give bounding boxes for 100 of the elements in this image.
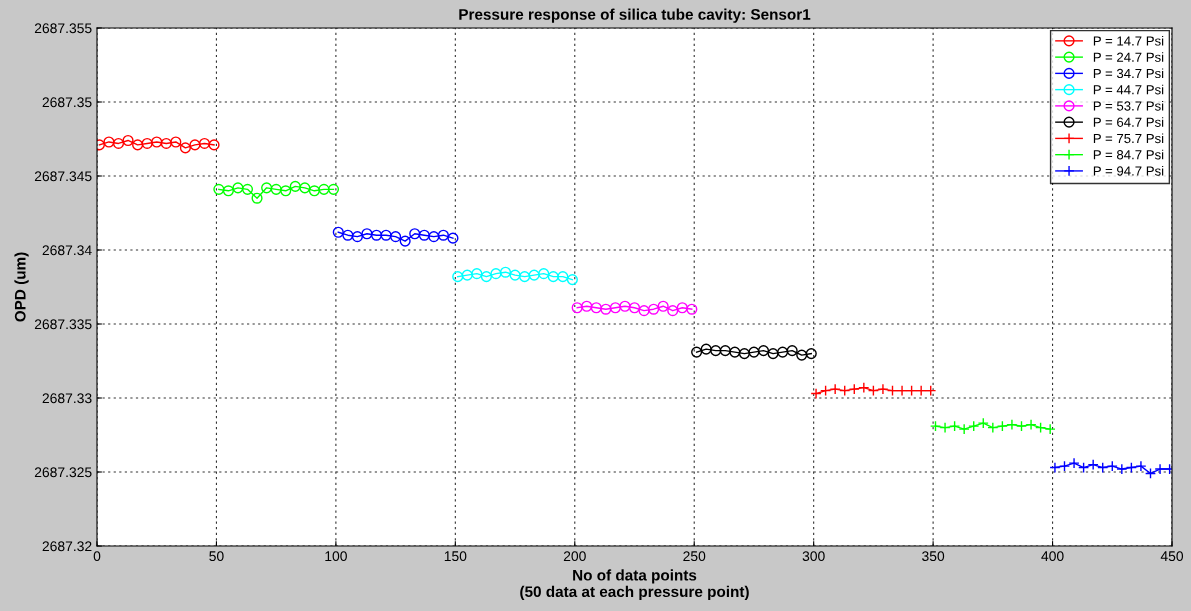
point bbox=[370, 229, 383, 241]
point bbox=[471, 268, 483, 280]
point bbox=[519, 271, 531, 283]
point bbox=[805, 348, 817, 360]
point bbox=[738, 348, 750, 360]
point bbox=[222, 185, 234, 197]
point bbox=[820, 385, 832, 397]
point bbox=[409, 228, 421, 240]
point bbox=[748, 346, 760, 358]
y-tick-label: 2687.34 bbox=[42, 245, 92, 256]
point bbox=[399, 235, 411, 247]
point bbox=[719, 345, 731, 357]
point bbox=[308, 185, 320, 197]
x-tick-label: 0 bbox=[93, 551, 101, 562]
point bbox=[729, 346, 741, 358]
point bbox=[638, 305, 650, 317]
point bbox=[251, 192, 263, 204]
y-tick-label: 2687.32 bbox=[42, 541, 92, 552]
point bbox=[667, 305, 679, 317]
point bbox=[213, 183, 225, 195]
x-tick-label: 350 bbox=[922, 551, 945, 562]
point bbox=[361, 228, 373, 240]
x-tick-label: 450 bbox=[1160, 551, 1184, 562]
point bbox=[648, 303, 660, 315]
point bbox=[949, 420, 961, 432]
point bbox=[232, 182, 244, 194]
point bbox=[686, 303, 698, 315]
point bbox=[437, 229, 449, 241]
point bbox=[447, 232, 459, 244]
y-axis-title: OPD (um) bbox=[14, 252, 29, 322]
point bbox=[461, 269, 473, 281]
y-tick-label: 2687.325 bbox=[34, 467, 92, 478]
point bbox=[280, 185, 292, 197]
point bbox=[509, 269, 521, 281]
point bbox=[657, 300, 669, 312]
x-axis-title: No of data points (50 data at each pressure point) bbox=[520, 569, 749, 601]
point bbox=[132, 139, 144, 151]
x-tick-label: 400 bbox=[1041, 551, 1064, 562]
point bbox=[710, 345, 722, 357]
point bbox=[499, 266, 512, 278]
point bbox=[700, 343, 712, 355]
point bbox=[1078, 462, 1090, 474]
point bbox=[351, 231, 363, 243]
point bbox=[189, 139, 201, 151]
point bbox=[1125, 462, 1137, 474]
point bbox=[122, 134, 134, 147]
point bbox=[390, 231, 402, 243]
point bbox=[996, 420, 1008, 432]
y-tick-label: 2687.35 bbox=[42, 97, 92, 108]
point bbox=[1035, 422, 1047, 434]
point bbox=[289, 180, 301, 192]
point bbox=[452, 271, 464, 283]
legend-label: P = 94.7 Psi bbox=[1093, 165, 1164, 176]
point bbox=[581, 300, 593, 312]
point bbox=[112, 137, 125, 149]
x-tick-label: 250 bbox=[683, 551, 706, 562]
point bbox=[428, 231, 440, 243]
point bbox=[547, 271, 559, 283]
legend-label: P = 75.7 Psi bbox=[1093, 133, 1164, 144]
x-tick-label: 200 bbox=[563, 551, 586, 562]
point bbox=[600, 303, 612, 315]
point bbox=[767, 348, 779, 360]
x-tick-label: 150 bbox=[444, 551, 467, 562]
point bbox=[270, 183, 282, 195]
point bbox=[490, 268, 502, 280]
point bbox=[1058, 460, 1071, 472]
legend-label: P = 84.7 Psi bbox=[1093, 149, 1164, 160]
point bbox=[528, 269, 540, 281]
point bbox=[566, 274, 578, 286]
legend-label: P = 24.7 Psi bbox=[1093, 52, 1164, 62]
point bbox=[480, 271, 492, 283]
legend-label: P = 44.7 Psi bbox=[1093, 84, 1164, 95]
point bbox=[886, 385, 899, 397]
point bbox=[628, 302, 641, 314]
y-tick-label: 2687.33 bbox=[42, 393, 92, 404]
point bbox=[1097, 462, 1109, 474]
point bbox=[538, 268, 550, 280]
legend-label: P = 64.7 Psi bbox=[1093, 117, 1164, 127]
point bbox=[590, 302, 602, 314]
y-tick-label: 2687.345 bbox=[34, 171, 92, 182]
y-tick-label: 2687.355 bbox=[34, 23, 92, 34]
point bbox=[757, 345, 770, 357]
x-tick-label: 100 bbox=[325, 551, 347, 562]
point bbox=[318, 183, 330, 195]
point bbox=[299, 182, 311, 194]
point bbox=[170, 136, 182, 148]
point bbox=[342, 229, 354, 241]
x-tick-label: 300 bbox=[802, 551, 825, 562]
point bbox=[571, 302, 583, 314]
point bbox=[691, 346, 703, 358]
point bbox=[380, 229, 392, 241]
point bbox=[141, 137, 153, 149]
point bbox=[418, 229, 430, 241]
point bbox=[867, 385, 879, 397]
legend-label: P = 14.7 Psi bbox=[1093, 35, 1164, 46]
point bbox=[929, 420, 942, 432]
point bbox=[179, 142, 191, 154]
chart-title: Pressure response of silica tube cavity: Sensor1 bbox=[459, 8, 811, 23]
point bbox=[198, 137, 211, 149]
legend-label: P = 34.7 Psi bbox=[1093, 68, 1164, 79]
